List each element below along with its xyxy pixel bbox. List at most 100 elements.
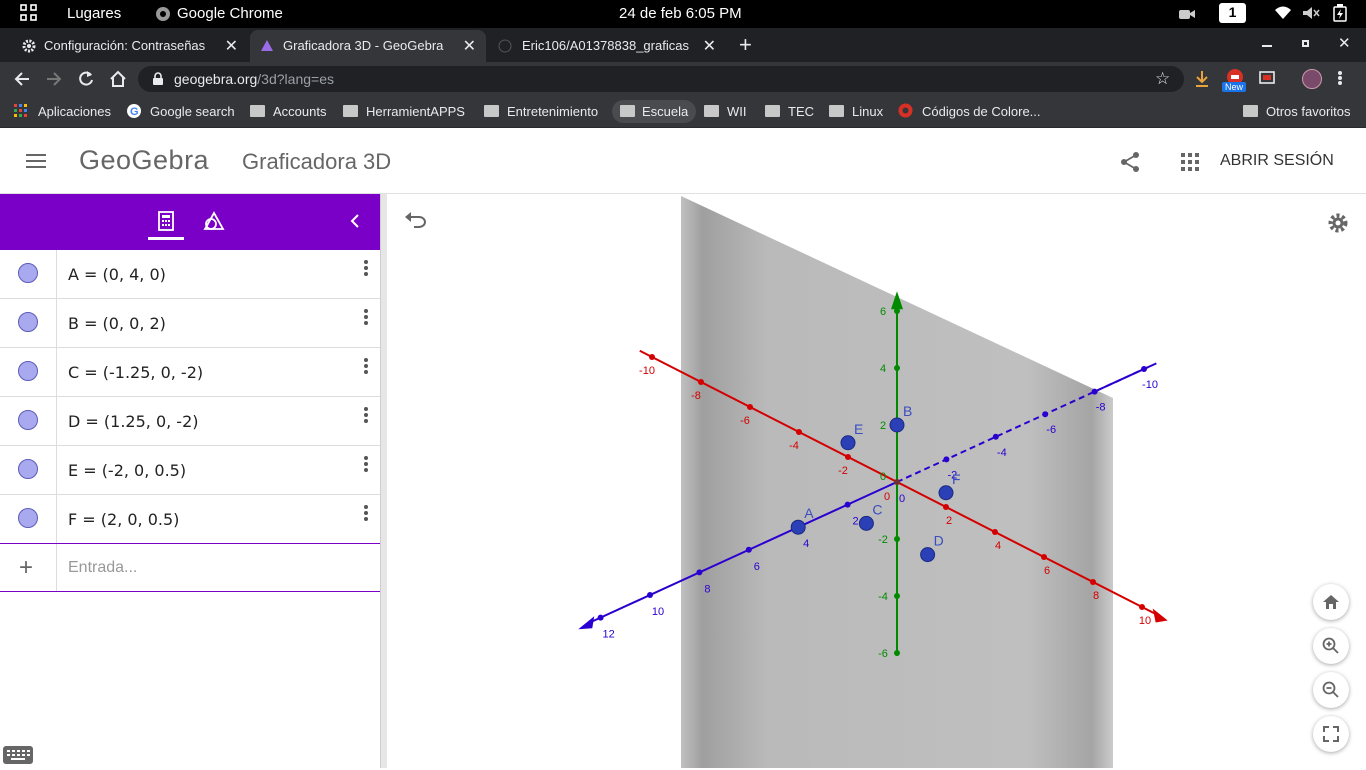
- more-options-icon[interactable]: [362, 503, 370, 525]
- point-marker: [920, 547, 936, 563]
- add-icon[interactable]: +: [19, 554, 34, 581]
- algebra-row-D[interactable]: D = (1.25, 0, -2): [0, 397, 380, 446]
- new-tab-icon[interactable]: +: [739, 32, 752, 57]
- visibility-toggle[interactable]: [18, 459, 38, 479]
- 3d-scene[interactable]: -10 -8 -6 -4 -2 2 4 6 8 10 12 10 8 6 4 2 -2 -4 -6 -8 -10 6 4 2 -…: [387, 194, 1366, 768]
- share-icon[interactable]: [1119, 151, 1141, 178]
- algebra-row-A[interactable]: A = (0, 4, 0): [0, 250, 380, 299]
- apps-grid-icon[interactable]: [1181, 153, 1199, 176]
- y-tick-label: -6: [1046, 424, 1056, 436]
- close-window-icon[interactable]: ✕: [1338, 35, 1351, 52]
- algebra-expression[interactable]: E = (-2, 0, 0.5): [68, 461, 187, 480]
- algebra-input-row[interactable]: + Entrada...: [0, 544, 380, 592]
- more-options-icon[interactable]: [362, 405, 370, 427]
- maximize-icon[interactable]: [1302, 40, 1309, 47]
- tools-tab-icon[interactable]: [202, 210, 226, 239]
- visibility-toggle[interactable]: [18, 410, 38, 430]
- zoom-in-button[interactable]: [1313, 628, 1349, 664]
- algebra-expression[interactable]: F = (2, 0, 0.5): [68, 510, 180, 529]
- bookmark-folder[interactable]: Entretenimiento: [484, 104, 598, 119]
- algebra-expression[interactable]: C = (-1.25, 0, -2): [68, 363, 204, 382]
- lock-icon[interactable]: [152, 72, 164, 89]
- cast-icon[interactable]: [1259, 71, 1275, 90]
- x-tick-mark: [1139, 604, 1145, 610]
- home-icon[interactable]: [108, 69, 128, 94]
- algebra-row-B[interactable]: B = (0, 0, 2): [0, 299, 380, 348]
- settings-gear-icon[interactable]: [1327, 212, 1349, 239]
- apps-grid-icon[interactable]: [20, 4, 38, 22]
- more-options-icon[interactable]: [362, 307, 370, 329]
- algebra-row-C[interactable]: C = (-1.25, 0, -2): [0, 348, 380, 397]
- back-icon[interactable]: [12, 69, 32, 94]
- bookmark-folder[interactable]: Escuela: [612, 100, 697, 123]
- tab-passwords-settings[interactable]: Configuración: Contraseñas ✕: [8, 30, 248, 62]
- bookmark-color-codes[interactable]: Códigos de Colore...: [898, 103, 1041, 119]
- zoom-out-button[interactable]: [1313, 672, 1349, 708]
- algebra-expression[interactable]: A = (0, 4, 0): [68, 265, 166, 284]
- extension-icon[interactable]: [1226, 68, 1244, 91]
- tab-geogebra[interactable]: Graficadora 3D - GeoGebra ✕: [250, 30, 486, 62]
- bookmark-star-icon[interactable]: ☆: [1155, 69, 1171, 88]
- close-tab-icon[interactable]: ✕: [462, 38, 476, 55]
- clock[interactable]: 24 de feb 6:05 PM: [619, 5, 742, 22]
- folder-icon: [343, 105, 358, 117]
- algebra-expression[interactable]: D = (1.25, 0, -2): [68, 412, 199, 431]
- sign-in-button[interactable]: ABRIR SESIÓN: [1220, 152, 1334, 169]
- bookmark-folder[interactable]: HerramientAPPS: [343, 104, 465, 119]
- places-menu[interactable]: Lugares: [67, 5, 122, 22]
- more-options-icon[interactable]: [362, 454, 370, 476]
- bookmark-folder[interactable]: TEC: [765, 104, 814, 119]
- reload-icon[interactable]: [76, 69, 96, 94]
- row-divider: [56, 544, 57, 591]
- home-view-button[interactable]: [1313, 584, 1349, 620]
- bookmark-google-search[interactable]: G Google search: [126, 104, 235, 119]
- algebra-row-E[interactable]: E = (-2, 0, 0.5): [0, 446, 380, 495]
- algebra-tab-calculator[interactable]: [148, 204, 184, 240]
- hamburger-menu-icon[interactable]: [26, 154, 46, 168]
- bookmark-other-favorites[interactable]: Otros favoritos: [1243, 104, 1351, 119]
- collapse-panel-icon[interactable]: [349, 213, 361, 234]
- bookmark-folder[interactable]: Linux: [829, 104, 883, 119]
- graphics-3d-view[interactable]: -10 -8 -6 -4 -2 2 4 6 8 10 12 10 8 6 4 2 -2 -4 -6 -8 -10 6 4 2 -…: [387, 194, 1366, 768]
- workspace-indicator[interactable]: 1: [1219, 3, 1246, 23]
- tick-labels-group: -10 -8 -6 -4 -2 2 4 6 8 10 12 10 8 6 4 2 -2 -4 -6 -8 -10 6 4 2 -…: [602, 306, 1157, 660]
- more-options-icon[interactable]: [362, 356, 370, 378]
- point-label: A: [804, 505, 814, 521]
- visibility-toggle[interactable]: [18, 312, 38, 332]
- bookmark-label: Entretenimiento: [507, 104, 599, 119]
- keyboard-icon[interactable]: [3, 745, 33, 770]
- app-menu[interactable]: Google Chrome: [177, 5, 283, 22]
- app-title: Graficadora 3D: [242, 149, 392, 174]
- algebra-input-field[interactable]: Entrada...: [68, 559, 138, 576]
- profile-avatar[interactable]: [1302, 69, 1322, 89]
- more-options-icon[interactable]: [362, 258, 370, 280]
- geogebra-logo[interactable]: GeoGebra: [79, 145, 210, 175]
- close-tab-icon[interactable]: ✕: [224, 38, 238, 55]
- visibility-toggle[interactable]: [18, 361, 38, 381]
- bookmark-folder[interactable]: Accounts: [250, 104, 326, 119]
- algebra-expression[interactable]: B = (0, 0, 2): [68, 314, 166, 333]
- undo-icon[interactable]: [404, 212, 428, 235]
- fullscreen-button[interactable]: [1313, 716, 1349, 752]
- x-tick-mark: [845, 454, 851, 460]
- geogebra-icon: [260, 39, 274, 53]
- visibility-toggle[interactable]: [18, 263, 38, 283]
- bookmark-folder[interactable]: WII: [704, 104, 747, 119]
- browser-toolbar: geogebra.org/3d?lang=es ☆ New: [0, 62, 1366, 96]
- z-tick-mark: [894, 365, 900, 371]
- chrome-menu-icon[interactable]: [1338, 70, 1344, 86]
- y-tick-mark: [597, 614, 604, 621]
- forward-icon[interactable]: [44, 69, 64, 94]
- y-tick-mark: [696, 569, 703, 576]
- download-icon[interactable]: [1194, 70, 1210, 93]
- tab-github[interactable]: Eric106/A01378838_graficas ✕: [490, 30, 726, 62]
- z-tick-mark: [894, 308, 900, 314]
- minimize-icon[interactable]: [1262, 45, 1272, 47]
- close-tab-icon[interactable]: ✕: [702, 38, 716, 55]
- home-icon: [1323, 595, 1339, 609]
- visibility-toggle[interactable]: [18, 508, 38, 528]
- address-bar[interactable]: geogebra.org/3d?lang=es: [138, 66, 1184, 92]
- bookmark-apps[interactable]: Aplicaciones: [14, 104, 111, 119]
- panel-resize-handle[interactable]: [380, 194, 387, 768]
- algebra-row-F[interactable]: F = (2, 0, 0.5): [0, 495, 380, 544]
